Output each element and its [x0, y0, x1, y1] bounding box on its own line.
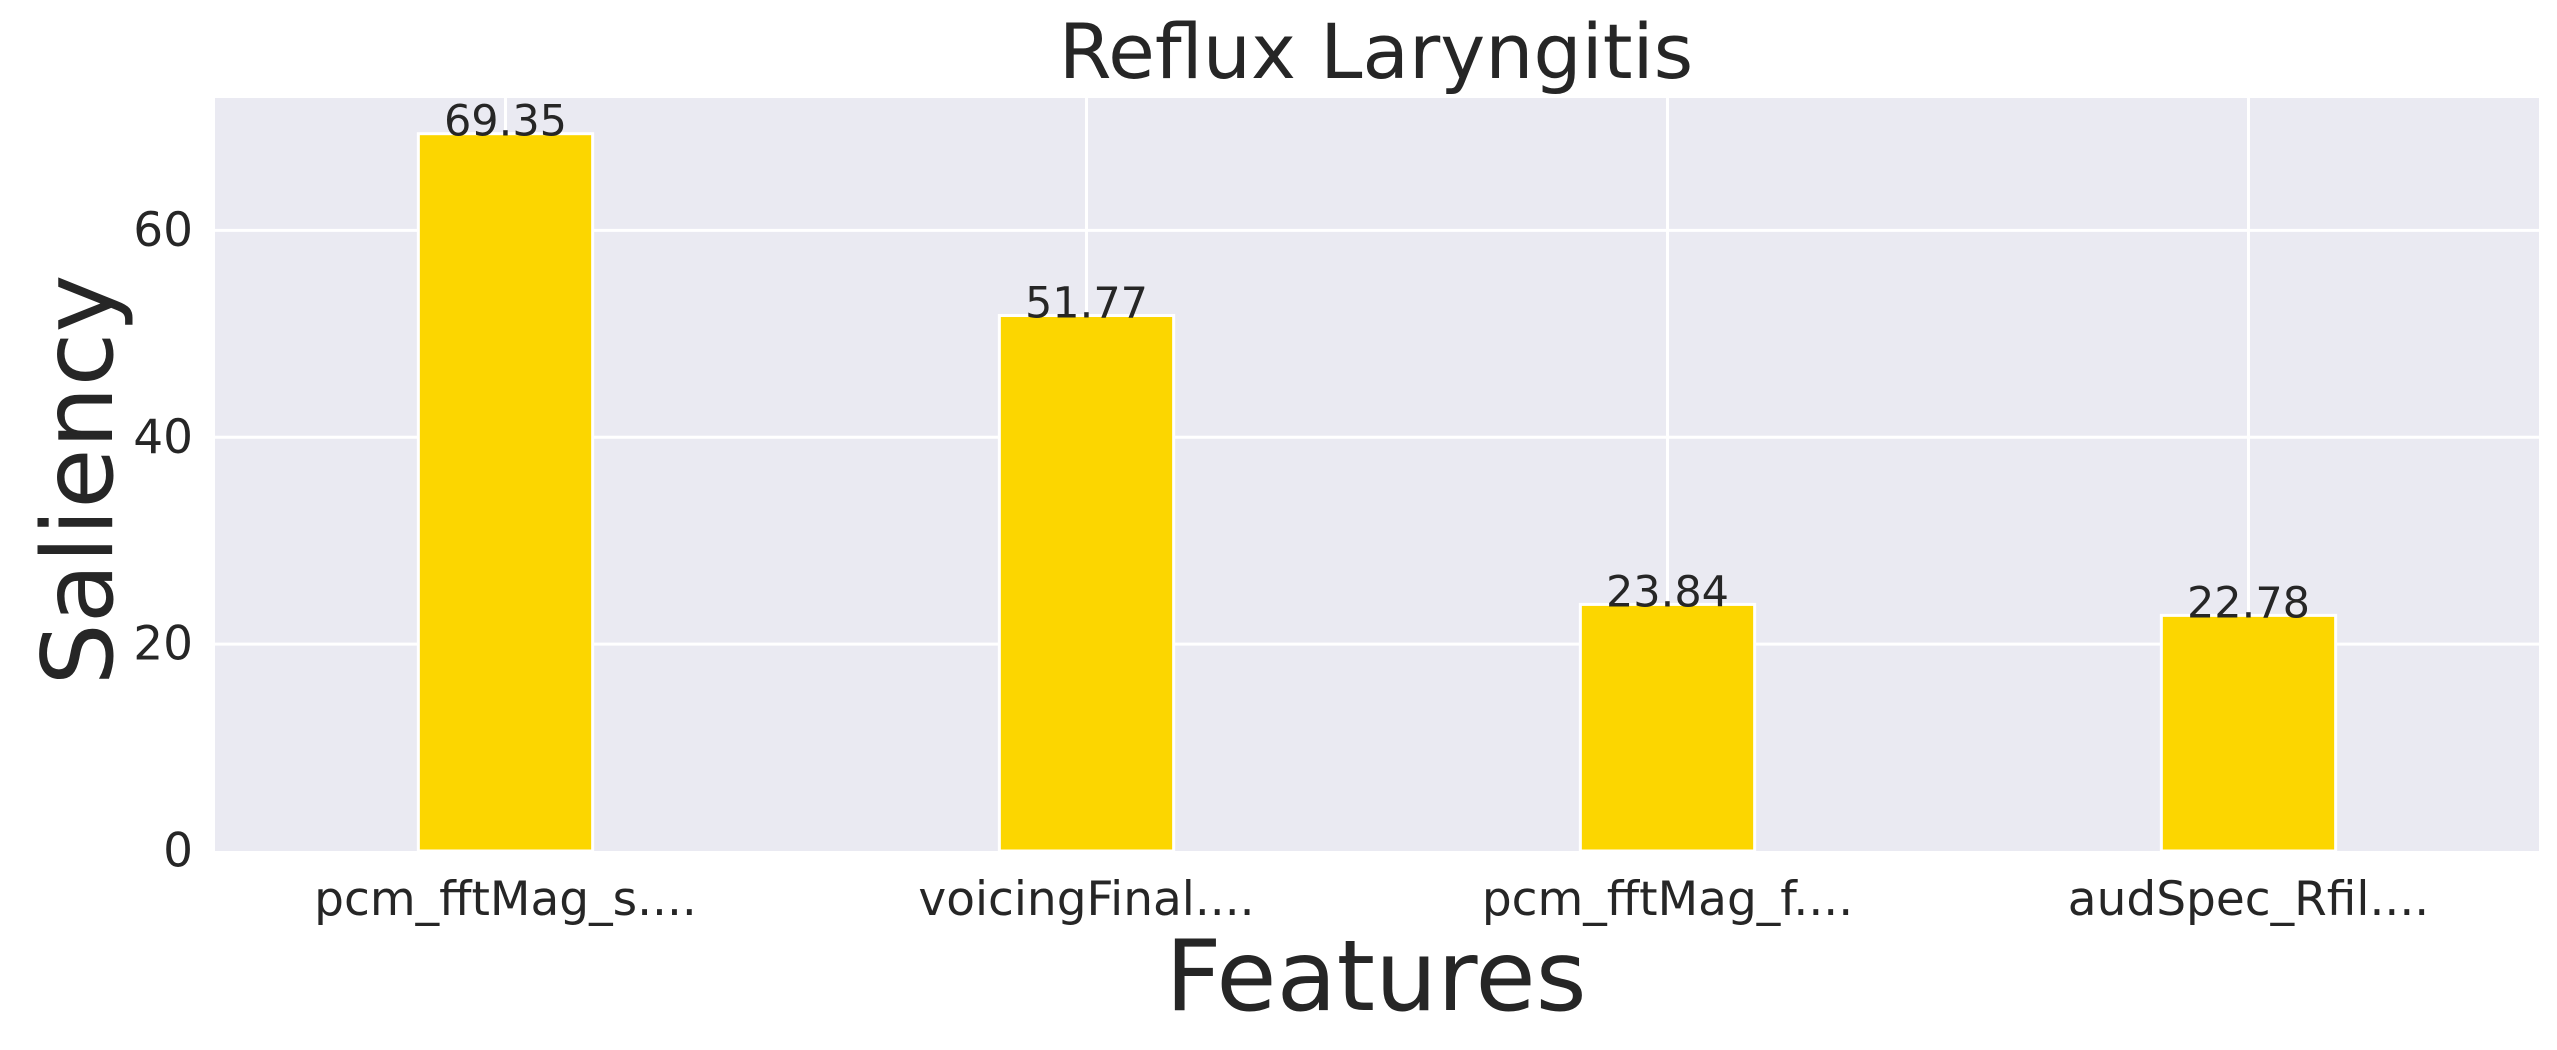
bar-value-label: 69.35: [444, 97, 567, 147]
bar-value-label: 51.77: [1025, 279, 1148, 329]
bar: [1578, 602, 1757, 853]
bar-value-label: 23.84: [1606, 567, 1729, 617]
bars-group: [416, 132, 2338, 853]
x-axis-ticks: pcm_fftMag_s.... voicingFinal.... pcm_fftM…: [314, 872, 2429, 927]
x-axis-label: Features: [1165, 920, 1586, 1034]
data-labels-group: 69.35 51.77 23.84 22.78: [444, 97, 2310, 629]
y-axis-ticks: 0 20 40 60: [133, 203, 193, 879]
y-tick-label: 60: [133, 203, 193, 258]
plot-area: [215, 98, 2539, 851]
bar: [416, 132, 595, 853]
chart-title: Reflux Laryngitis: [1059, 7, 1694, 96]
bar: [2159, 613, 2338, 853]
bar-value-label: 22.78: [2187, 578, 2310, 628]
bar: [997, 314, 1176, 853]
x-tick-label: pcm_fftMag_f....: [1482, 872, 1853, 927]
y-tick-label: 0: [163, 824, 193, 879]
y-tick-label: 40: [133, 410, 193, 465]
y-axis-label: Saliency: [22, 275, 136, 686]
x-tick-label: audSpec_Rfil....: [2068, 872, 2429, 927]
x-tick-label: voicingFinal....: [918, 872, 1254, 927]
y-tick-label: 20: [133, 617, 193, 672]
x-tick-label: pcm_fftMag_s....: [314, 872, 697, 927]
